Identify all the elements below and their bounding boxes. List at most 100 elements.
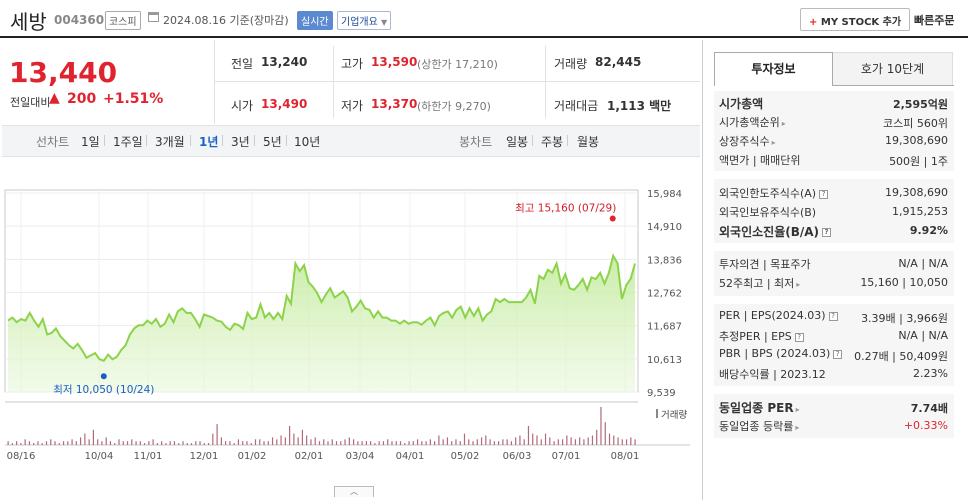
x-axis: 08/16 10/04 11/01 12/01 01/02 02/01 03/04 04/01… bbox=[7, 451, 640, 462]
chevron-right-icon[interactable]: ▸ bbox=[771, 138, 776, 147]
volume-bar bbox=[600, 407, 602, 445]
help-icon[interactable]: ? bbox=[833, 349, 843, 359]
stock-name[interactable]: 세방 bbox=[10, 10, 47, 34]
chevron-down-icon: ▼ bbox=[381, 18, 388, 27]
volume-bar bbox=[540, 439, 542, 445]
y-tick-label: 13,836 bbox=[647, 255, 682, 266]
volume-bar bbox=[634, 439, 636, 445]
foreign-holding-label: 외국인보유주식수(B) bbox=[719, 204, 816, 220]
separator bbox=[104, 135, 105, 146]
low-annotation: 최저 10,050 (10/24) bbox=[53, 384, 154, 396]
volume-bar bbox=[11, 443, 13, 445]
volume-bar bbox=[625, 439, 628, 445]
volume-bar bbox=[570, 437, 572, 445]
change-rate: +1.51% bbox=[103, 91, 164, 107]
volume-bar bbox=[617, 437, 619, 445]
help-icon[interactable]: ? bbox=[819, 189, 829, 199]
help-icon[interactable]: ? bbox=[822, 228, 832, 237]
market-badge: 코스피 bbox=[105, 11, 141, 30]
period-10y[interactable]: 10년 bbox=[294, 135, 321, 149]
volume-bar bbox=[412, 441, 414, 445]
foreign-limit-text: 외국인한도주식수(A) bbox=[719, 187, 817, 200]
y-axis: 15,984 14,910 13,836 12,762 11,687 10,613 9,53… bbox=[647, 189, 682, 399]
volume-bar bbox=[131, 439, 133, 445]
volume-bar bbox=[442, 439, 444, 445]
volume-bar bbox=[549, 437, 551, 445]
volume-bar bbox=[280, 435, 282, 445]
candle-weekly[interactable]: 주봉 bbox=[541, 135, 564, 149]
prev-close-value: 13,240 bbox=[261, 55, 308, 69]
tab-invest-info[interactable]: 투자정보 bbox=[714, 52, 833, 86]
chevron-right-icon[interactable]: ▸ bbox=[795, 405, 800, 414]
volume-bar bbox=[485, 435, 487, 445]
period-1d[interactable]: 1일 bbox=[81, 135, 100, 149]
y-tick-label: 10,613 bbox=[647, 355, 682, 366]
period-3m[interactable]: 3개월 bbox=[155, 135, 185, 149]
volume-bar bbox=[118, 439, 120, 445]
volume-bar bbox=[434, 441, 436, 445]
chevron-right-icon[interactable]: ▸ bbox=[796, 280, 801, 289]
volume-bar bbox=[489, 439, 491, 445]
volume-bar bbox=[216, 424, 218, 445]
chevron-right-icon[interactable]: ▸ bbox=[795, 423, 800, 432]
market-cap-text: 시가총액 bbox=[719, 97, 764, 111]
price-line bbox=[7, 253, 636, 363]
quick-order-link[interactable]: 빠른주문 bbox=[914, 14, 955, 27]
period-1w[interactable]: 1주일 bbox=[113, 135, 143, 149]
volume-bar bbox=[476, 439, 478, 445]
volume-value: 82,445 bbox=[595, 55, 642, 69]
period-5y[interactable]: 5년 bbox=[263, 135, 282, 149]
volume-bar bbox=[199, 441, 201, 445]
candle-chart-label: 봉차트 bbox=[459, 135, 493, 149]
price-chart[interactable]: 15,984 14,910 13,836 12,762 11,687 10,613 9,53… bbox=[0, 160, 702, 486]
volume-bar bbox=[276, 439, 278, 445]
industry-per-text: 동일업종 PER bbox=[719, 401, 794, 415]
volume-bar bbox=[237, 439, 240, 445]
volume-bar bbox=[84, 433, 86, 445]
volume-bar bbox=[182, 441, 184, 445]
period-1y[interactable]: 1년 bbox=[199, 135, 219, 149]
par-value-label: 액면가 | 매매단위 bbox=[719, 152, 801, 168]
volume-bar bbox=[233, 443, 235, 445]
low-value: 13,370 bbox=[371, 97, 418, 111]
separator bbox=[222, 135, 223, 146]
y-tick-label: 11,687 bbox=[647, 322, 682, 333]
volume-bar bbox=[596, 429, 598, 445]
volume-bar bbox=[225, 441, 227, 445]
volume-bar bbox=[621, 439, 623, 445]
low-point bbox=[100, 373, 107, 380]
candle-monthly[interactable]: 월봉 bbox=[577, 135, 600, 149]
collapse-chart-button[interactable]: ︿ bbox=[334, 486, 374, 497]
industry-per-label: 동일업종 PER ▸ bbox=[719, 399, 800, 416]
volume-bar bbox=[7, 441, 9, 445]
volume-bar bbox=[510, 441, 513, 445]
upper-limit: (상한가 17,210) bbox=[417, 58, 498, 71]
par-value-text: 액면가 | 매매단위 bbox=[719, 154, 801, 167]
volume-bar bbox=[391, 441, 393, 445]
volume-bar bbox=[62, 441, 65, 445]
x-tick-label: 01/02 bbox=[238, 451, 267, 462]
volume-bar bbox=[399, 441, 402, 445]
candle-daily[interactable]: 일봉 bbox=[506, 135, 529, 149]
chevron-right-icon[interactable]: ▸ bbox=[781, 119, 786, 128]
volume-bar bbox=[207, 443, 210, 445]
listed-shares-text: 상장주식수 bbox=[719, 135, 770, 148]
volume-bar bbox=[613, 435, 615, 445]
high-value: 13,590 bbox=[371, 55, 418, 69]
volume-label: 거래량 bbox=[554, 57, 588, 71]
corp-info-dropdown[interactable]: 기업개요 ▼ bbox=[337, 11, 392, 30]
volume-bar bbox=[344, 439, 346, 445]
tab-orderbook[interactable]: 호가 10단계 bbox=[833, 52, 953, 86]
period-3y[interactable]: 3년 bbox=[231, 135, 250, 149]
help-icon[interactable]: ? bbox=[828, 311, 838, 321]
plus-icon: + bbox=[809, 17, 818, 28]
realtime-button[interactable]: 실시간 bbox=[297, 11, 333, 30]
my-stock-add-button[interactable]: + MY STOCK 추가 bbox=[800, 8, 911, 31]
volume-bar bbox=[122, 441, 124, 445]
help-icon[interactable]: ? bbox=[794, 332, 804, 342]
listed-shares-label: 상장주식수 ▸ bbox=[719, 133, 776, 149]
volume-bar bbox=[284, 437, 286, 445]
industry-change-value: +0.33% bbox=[903, 419, 948, 432]
volume-bar bbox=[404, 443, 406, 445]
separator bbox=[146, 135, 147, 146]
